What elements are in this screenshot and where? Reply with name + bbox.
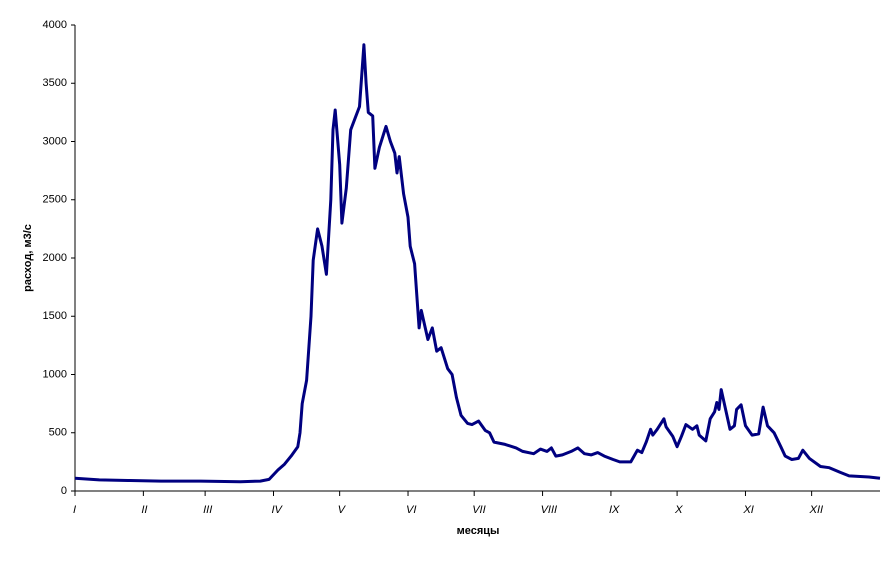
x-tick-label: VII — [471, 504, 487, 516]
x-tick-label: IX — [608, 504, 621, 516]
x-tick-label: VIII — [539, 504, 558, 516]
x-tick-label: III — [202, 504, 214, 516]
x-tick-label: I — [72, 504, 78, 516]
x-tick-label: X — [674, 504, 684, 516]
x-tick-label: XI — [742, 504, 755, 516]
y-tick-label: 1000 — [43, 368, 67, 380]
y-tick-label: 3500 — [43, 77, 67, 89]
y-tick-label: 0 — [61, 485, 67, 497]
y-tick-label: 500 — [49, 427, 67, 439]
y-axis-label: расход, м3/с — [22, 224, 34, 292]
flow-line — [74, 43, 881, 484]
y-tick-label: 2500 — [43, 194, 67, 206]
x-tick-label: XII — [808, 504, 824, 516]
x-tick-label: IV — [270, 504, 283, 516]
x-tick-label: VI — [405, 504, 418, 516]
y-tick-label: 2000 — [43, 252, 67, 264]
x-axis-label: месяцы — [457, 525, 500, 537]
y-tick-label: 1500 — [43, 310, 67, 322]
y-tick-label: 3000 — [43, 135, 67, 147]
x-tick-label: V — [336, 504, 346, 516]
y-tick-label: 4000 — [43, 19, 67, 31]
x-tick-label: II — [140, 504, 149, 516]
